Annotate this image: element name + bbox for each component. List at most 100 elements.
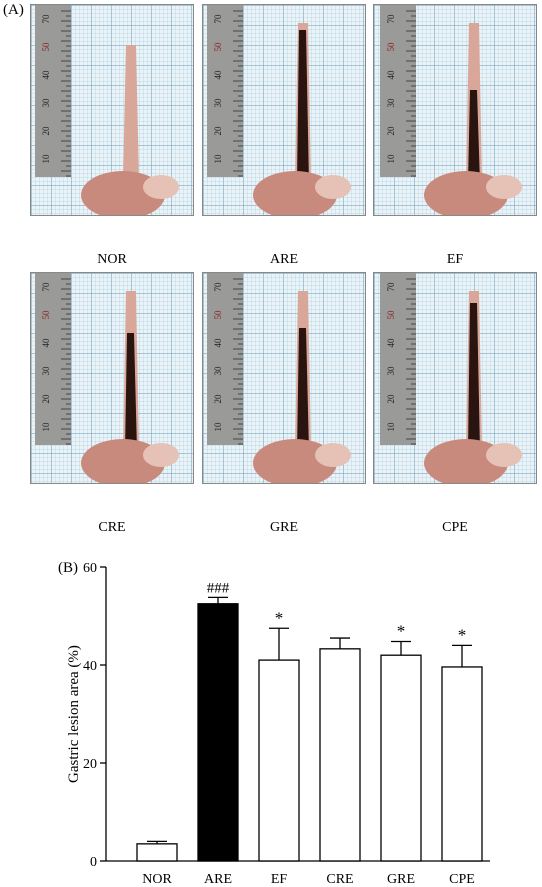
photo-caption: NOR	[97, 252, 127, 267]
duodenum-tissue	[486, 175, 522, 199]
ruler-label: 40	[213, 70, 223, 80]
x-tick-label: EF	[271, 872, 288, 887]
ruler-label: 30	[41, 98, 51, 108]
photo-caption: CRE	[98, 520, 126, 535]
ruler-label: 50	[386, 42, 396, 52]
ruler-label: 40	[41, 70, 51, 80]
ruler-label: 20	[213, 394, 223, 404]
lesion-mark	[297, 328, 309, 451]
bar-cre	[319, 648, 361, 862]
duodenum-tissue	[143, 443, 179, 467]
specimen-drawing: 70 50 40 30 20 10	[35, 273, 179, 483]
ruler-icon: 70 50 40 30 20 10	[35, 5, 71, 177]
significance-label: *	[397, 621, 406, 640]
panel-b-label: (B)	[58, 560, 78, 576]
stomach-tissue	[81, 439, 165, 483]
duodenum-tissue	[315, 175, 351, 199]
specimen-photo-gre: 70 50 40 30 20 10	[202, 272, 366, 484]
ruler-label: 20	[41, 126, 51, 136]
ruler-label: 70	[213, 14, 223, 24]
gastric-lesion-bar-chart: 0 20 40 60 Gastric lesion area (%) NOR ARE ### E…	[66, 561, 490, 887]
stomach-tissue	[253, 171, 337, 215]
x-tick-label: NOR	[142, 872, 172, 887]
photo-caption: GRE	[270, 520, 298, 535]
duodenum-tissue	[143, 175, 179, 199]
ruler-label: 30	[386, 366, 396, 376]
bar-ef	[258, 659, 300, 862]
y-tick-label: 20	[83, 757, 97, 772]
specimen-drawing: 70 50 40 30 20 10	[207, 5, 351, 215]
ruler-icon: 70 50 40 30 20 10	[380, 273, 416, 445]
specimen-drawing: 70 50 40 30 20 10	[380, 273, 522, 483]
ruler-label: 70	[213, 282, 223, 292]
specimen-photo-cpe: 70 50 40 30 20 10	[373, 272, 537, 484]
ruler-label: 20	[386, 126, 396, 136]
photo-caption: CPE	[442, 520, 468, 535]
bar-gre	[380, 654, 422, 862]
y-axis-label: Gastric lesion area (%)	[66, 645, 82, 783]
ruler-icon: 70 50 40 30 20 10	[207, 5, 243, 177]
y-tick-label: 60	[83, 561, 97, 576]
specimen-photo-nor: 70 50 40 30 20 10	[30, 4, 194, 216]
ruler-label: 40	[41, 338, 51, 348]
ruler-label: 40	[386, 338, 396, 348]
specimen-drawing: 70 50 40 30 20 10	[380, 5, 522, 215]
x-tick-label: ARE	[204, 872, 232, 887]
ruler-label: 20	[41, 394, 51, 404]
ruler-label: 10	[386, 422, 396, 432]
ruler-label: 10	[213, 154, 223, 164]
ruler-label: 50	[213, 310, 223, 320]
specimen-photo-cre: 70 50 40 30 20 10	[30, 272, 194, 484]
specimen-photo-ef: 70 50 40 30 20 10	[373, 4, 537, 216]
lesion-mark	[468, 303, 480, 451]
ruler-label: 10	[386, 154, 396, 164]
bar-are	[197, 603, 239, 862]
stomach-tissue	[424, 439, 508, 483]
panel-a-label: (A)	[3, 2, 24, 18]
ruler-label: 10	[41, 154, 51, 164]
ruler-icon: 70 50 40 30 20 10	[380, 5, 416, 177]
ruler-label: 10	[213, 422, 223, 432]
significance-label: ###	[207, 580, 230, 596]
ruler-label: 30	[41, 366, 51, 376]
ruler-label: 50	[41, 42, 51, 52]
specimen-photo-are: 70 50 40 30 20 10	[202, 4, 366, 216]
ruler-label: 50	[386, 310, 396, 320]
stomach-tissue	[424, 171, 508, 215]
ruler-label: 40	[386, 70, 396, 80]
ruler-icon: 70 50 40 30 20 10	[207, 273, 243, 445]
lesion-mark	[297, 30, 309, 183]
x-tick-label: CRE	[326, 872, 353, 887]
ruler-label: 50	[41, 310, 51, 320]
ruler-label: 30	[386, 98, 396, 108]
ruler-label: 30	[213, 366, 223, 376]
photo-caption: ARE	[270, 252, 298, 267]
y-tick-label: 40	[83, 659, 97, 674]
ruler-label: 70	[386, 14, 396, 24]
ruler-label: 40	[213, 338, 223, 348]
ruler-label: 70	[41, 282, 51, 292]
ruler-label: 20	[213, 126, 223, 136]
x-tick-label: CPE	[449, 872, 475, 887]
x-tick-label: GRE	[387, 872, 415, 887]
ruler-label: 70	[41, 14, 51, 24]
stomach-tissue	[253, 439, 337, 483]
duodenum-tissue	[486, 443, 522, 467]
y-tick-label: 0	[90, 855, 97, 870]
esophagus-tissue	[123, 45, 139, 180]
ruler-label: 10	[41, 422, 51, 432]
significance-label: *	[275, 608, 284, 627]
ruler-icon: 70 50 40 30 20 10	[35, 273, 71, 445]
specimen-drawing: 70 50 40 30 20 10	[207, 273, 351, 483]
ruler-label: 70	[386, 282, 396, 292]
bar-cpe	[441, 666, 483, 862]
ruler-label: 20	[386, 394, 396, 404]
stomach-tissue	[81, 171, 165, 215]
specimen-drawing: 70 50 40 30 20 10	[35, 5, 179, 215]
lesion-mark	[468, 90, 480, 183]
bar-nor	[136, 843, 178, 862]
photo-caption: EF	[446, 252, 464, 267]
ruler-label: 50	[213, 42, 223, 52]
significance-label: *	[458, 625, 467, 644]
lesion-mark	[125, 333, 137, 451]
